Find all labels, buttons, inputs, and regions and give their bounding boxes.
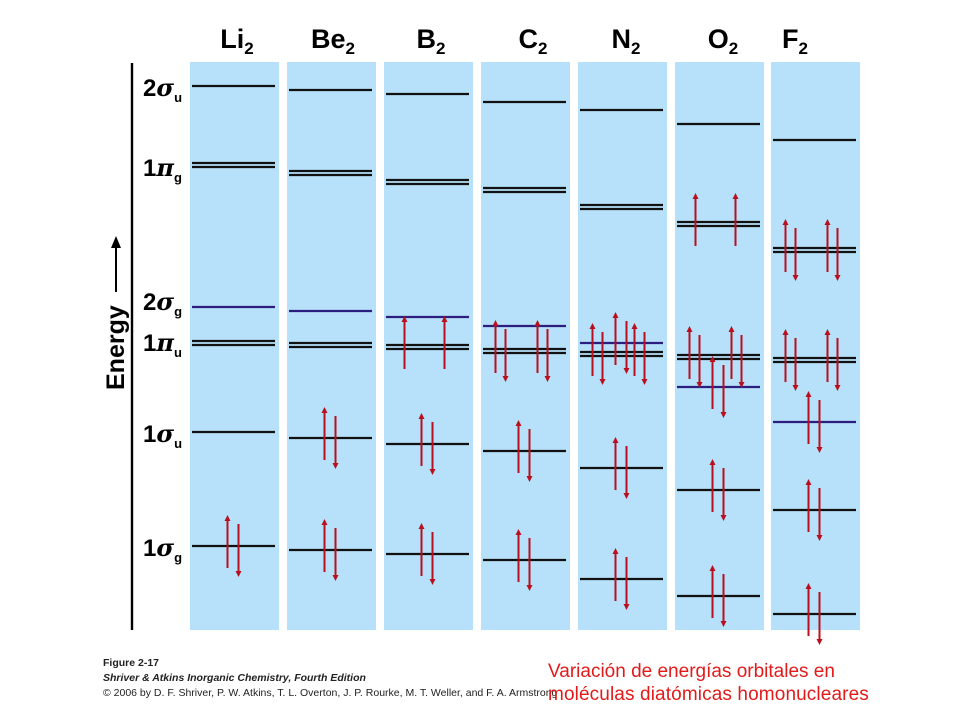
- orbital-label-1pi-g: 1πg: [143, 153, 182, 185]
- figure-book-title: Shriver & Atkins Inorganic Chemistry, Fo…: [103, 672, 366, 684]
- orbital-label-2sigma-u: 2σu: [143, 73, 182, 105]
- column-header-f2: F2: [782, 24, 808, 58]
- slide-caption: Variación de energías orbitales en moléc…: [548, 660, 948, 706]
- figure-credit: Figure 2-17 Shriver & Atkins Inorganic C…: [103, 657, 557, 699]
- figure-label: Figure 2-17: [103, 657, 160, 669]
- energy-axis-label: Energy: [102, 305, 130, 390]
- molecule-panel-o2: [675, 62, 764, 630]
- orbital-label-1sigma-g: 1σg: [143, 533, 182, 565]
- energy-arrowhead-icon: [111, 236, 121, 248]
- column-header-o2: O2: [708, 24, 738, 58]
- orbital-label-2sigma-g: 2σg: [143, 287, 182, 319]
- figure-copyright: © 2006 by D. F. Shriver, P. W. Atkins, T…: [103, 687, 558, 699]
- column-header-li2: Li2: [220, 24, 253, 58]
- column-header-n2: N2: [612, 24, 641, 58]
- column-header-c2: C2: [519, 24, 548, 58]
- molecule-panel-n2: [578, 62, 667, 630]
- orbital-label-1pi-u: 1πu: [143, 328, 182, 360]
- column-header-b2: B2: [417, 24, 446, 58]
- molecule-panel-c2: [481, 62, 570, 630]
- molecule-panel-f2: [771, 62, 860, 630]
- column-header-be2: Be2: [311, 24, 355, 58]
- caption-line-2: moléculas diatómicas homonucleares: [548, 684, 869, 705]
- caption-line-1: Variación de energías orbitales en: [548, 661, 835, 682]
- orbital-label-1sigma-u: 1σu: [143, 419, 182, 451]
